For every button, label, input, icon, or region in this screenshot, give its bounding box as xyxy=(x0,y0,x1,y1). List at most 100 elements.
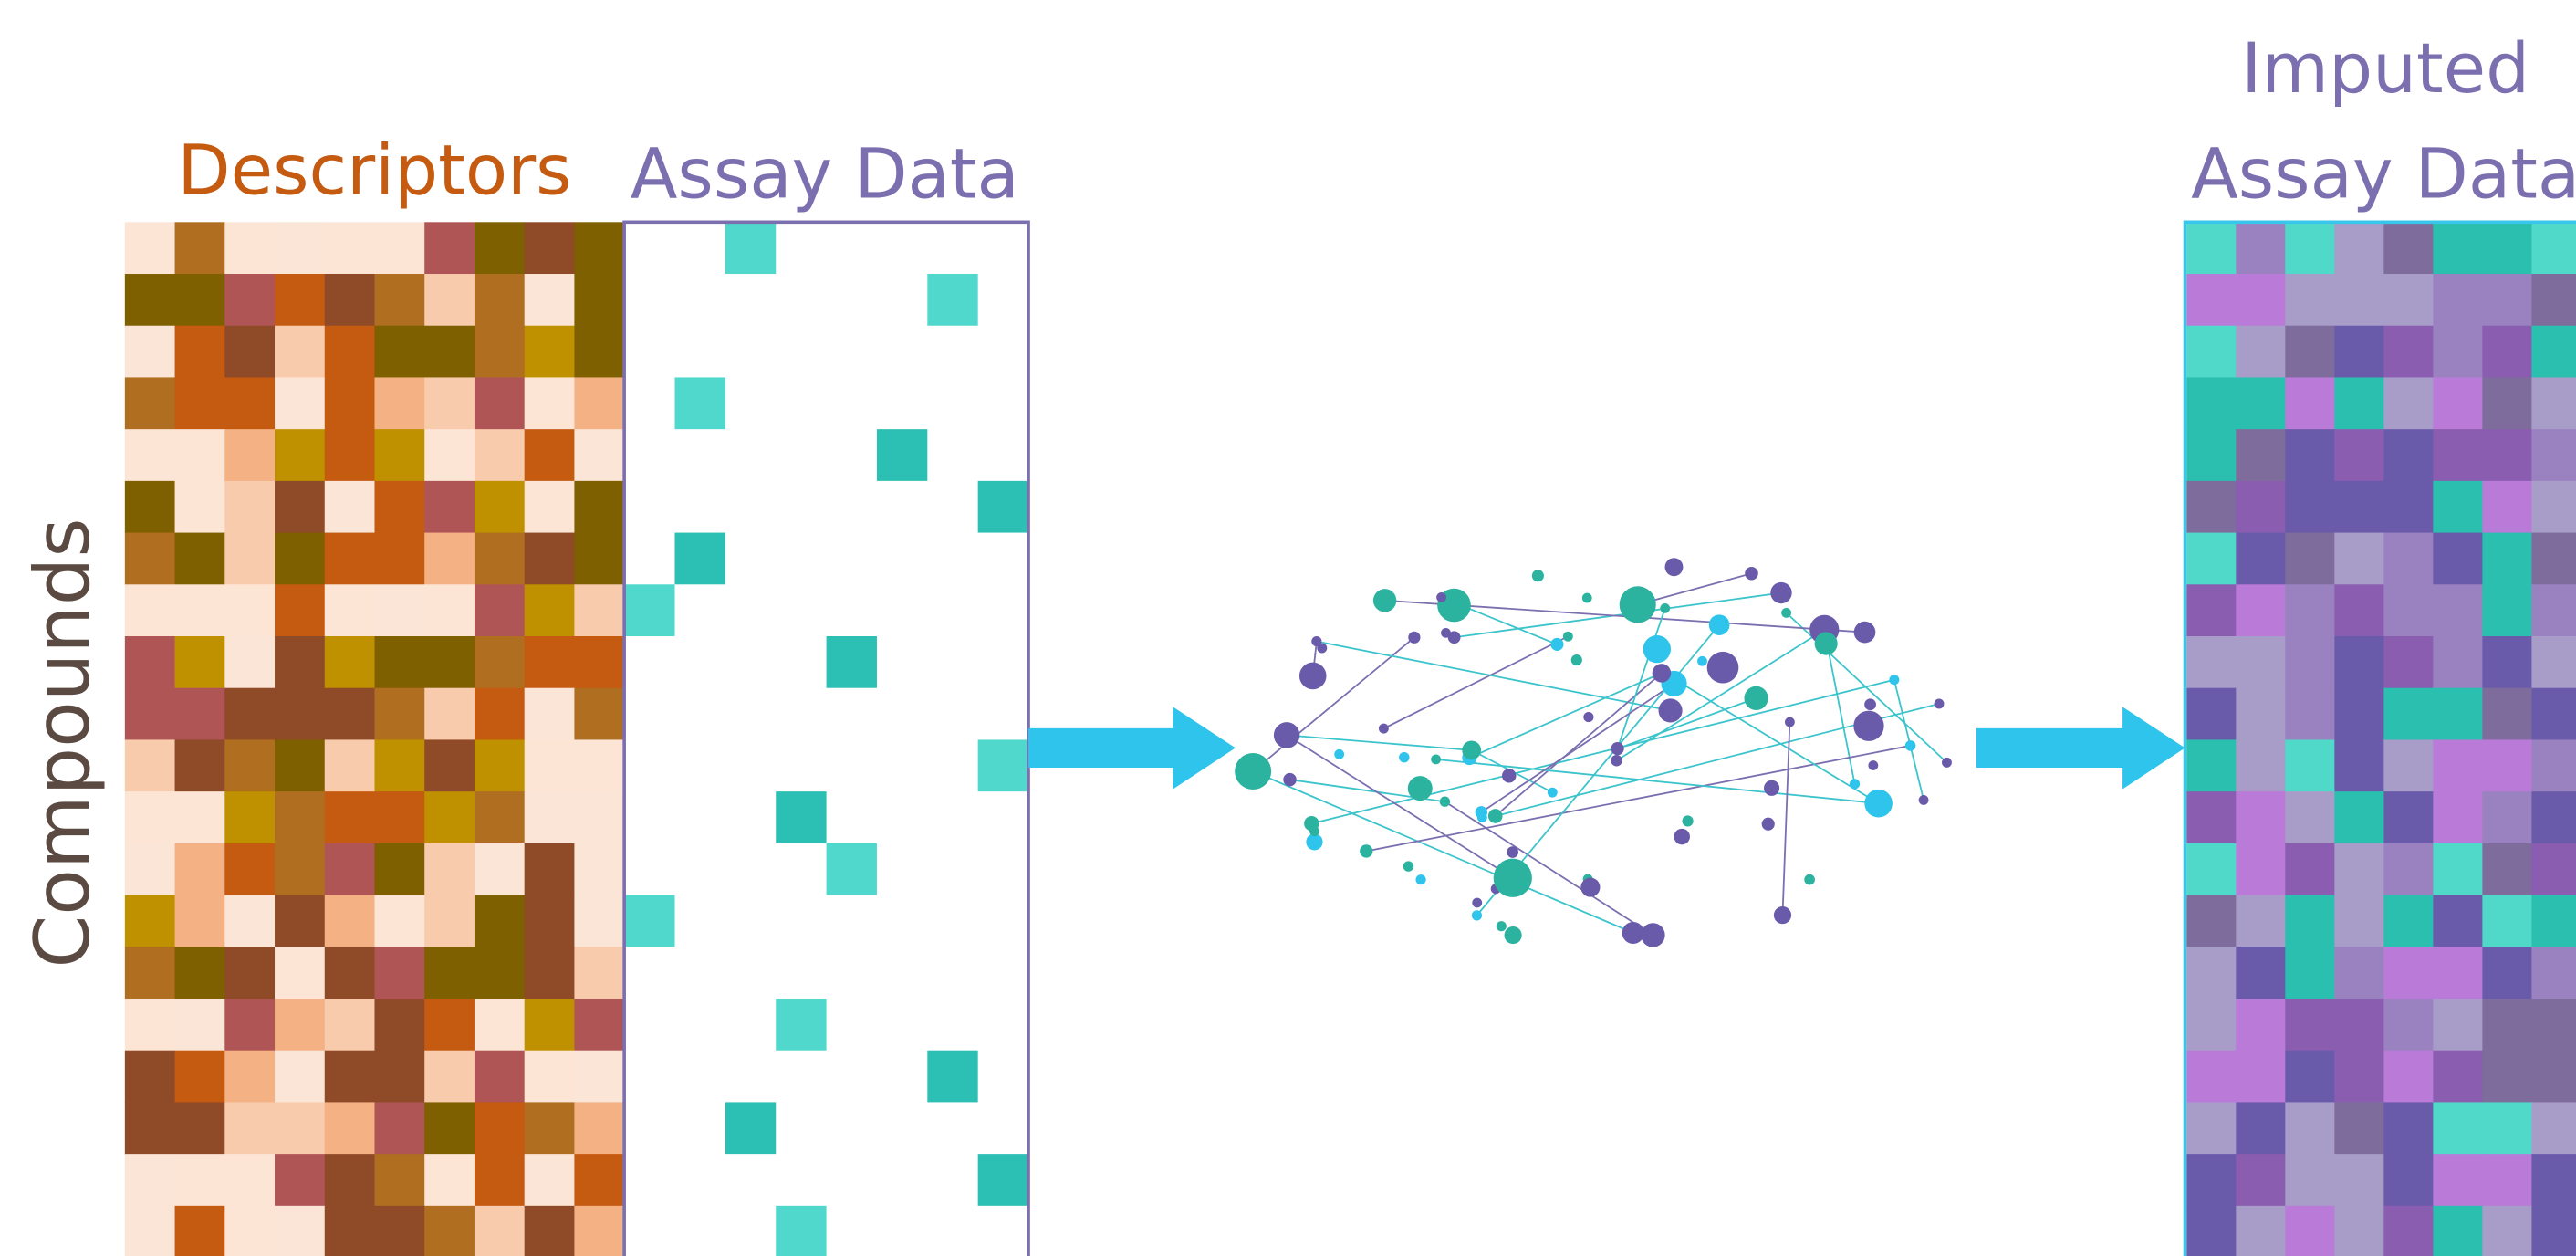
node xyxy=(1360,844,1373,858)
descriptor-cell xyxy=(224,1102,276,1155)
imputed-cell xyxy=(2236,998,2286,1052)
imputed-cell xyxy=(2531,274,2576,327)
imputed-cell xyxy=(2383,1102,2434,1155)
descriptor-cell xyxy=(424,584,475,637)
descriptor-cell xyxy=(474,739,526,792)
descriptor-cell xyxy=(174,1102,225,1155)
descriptor-cell xyxy=(124,429,176,482)
descriptor-cell xyxy=(324,947,376,1000)
descriptor-cell xyxy=(124,998,176,1052)
imputed-cell xyxy=(2186,947,2237,1000)
imputed-cell xyxy=(2433,739,2483,792)
imputed-cell xyxy=(2383,377,2434,430)
node xyxy=(1436,591,1447,602)
descriptor-cell xyxy=(524,636,575,689)
descriptor-cell xyxy=(474,1205,526,1256)
descriptor-cell xyxy=(224,584,276,637)
imputed-cell xyxy=(2531,998,2576,1052)
imputed-cell xyxy=(2433,480,2483,534)
descriptor-cell xyxy=(124,1154,176,1207)
imputed-cell xyxy=(2383,1050,2434,1103)
imputed-cell xyxy=(2236,791,2286,844)
node xyxy=(1849,779,1861,790)
imputed-cell xyxy=(2433,947,2483,1000)
imputed-cell xyxy=(2383,532,2434,585)
imputed-cell xyxy=(2285,532,2335,585)
node xyxy=(1311,636,1322,647)
imputed-cell xyxy=(2285,325,2335,378)
imputed-cell xyxy=(2334,222,2384,275)
imputed-cell xyxy=(2236,843,2286,896)
assay-cell xyxy=(725,222,777,275)
descriptor-cell xyxy=(275,274,326,327)
node xyxy=(1415,874,1426,885)
descriptor-cell xyxy=(374,480,425,534)
descriptor-cell xyxy=(275,1205,326,1256)
descriptor-cell xyxy=(224,325,276,378)
imputed-cell xyxy=(2482,1205,2532,1256)
node xyxy=(1784,717,1795,727)
descriptor-cell xyxy=(124,377,176,430)
node xyxy=(1918,795,1929,805)
descriptor-cell xyxy=(124,636,176,689)
descriptor-cell xyxy=(474,791,526,844)
assay-cell xyxy=(927,274,978,326)
imputed-cell xyxy=(2383,843,2434,896)
compounds-label: Compounds xyxy=(18,518,107,968)
assay-cell xyxy=(977,1154,1029,1206)
imputed-cell xyxy=(2531,429,2576,482)
descriptor-cell xyxy=(374,791,425,844)
assay-cell xyxy=(674,377,725,430)
imputed-cell xyxy=(2531,1154,2576,1207)
descriptor-cell xyxy=(474,222,526,275)
descriptor-cell xyxy=(174,791,225,844)
descriptor-cell xyxy=(275,532,326,585)
descriptor-cell xyxy=(224,274,276,327)
imputed-cell xyxy=(2334,947,2384,1000)
imputed-cell xyxy=(2383,1205,2434,1256)
descriptor-cell xyxy=(574,739,625,792)
imputed-cell xyxy=(2531,377,2576,430)
imputed-cell xyxy=(2482,377,2532,430)
descriptor-cell xyxy=(275,687,326,740)
imputed-cell xyxy=(2285,1050,2335,1103)
imputed-cell xyxy=(2186,843,2237,896)
imputed-cell xyxy=(2482,947,2532,1000)
imputed-cell xyxy=(2334,480,2384,534)
imputed-cell xyxy=(2334,843,2384,896)
imputed-cell xyxy=(2482,791,2532,844)
descriptor-cell xyxy=(174,998,225,1052)
descriptor-cell xyxy=(324,791,376,844)
imputed-cell xyxy=(2236,429,2286,482)
descriptor-cell xyxy=(224,739,276,792)
descriptor-cell xyxy=(124,895,176,947)
imputed-cell xyxy=(2285,895,2335,947)
descriptor-cell xyxy=(324,895,376,947)
imputed-cell xyxy=(2186,274,2237,327)
imputed-cell xyxy=(2482,274,2532,327)
node xyxy=(1472,897,1483,908)
edge xyxy=(1616,629,1825,761)
edge xyxy=(1252,636,1415,772)
assay-cell xyxy=(624,584,675,637)
descriptor-cell xyxy=(324,998,376,1052)
descriptor-cell xyxy=(124,791,176,844)
descriptor-cell xyxy=(574,636,625,689)
node xyxy=(1507,846,1518,858)
imputed-cell xyxy=(2531,636,2576,689)
descriptor-cell xyxy=(474,429,526,482)
imputed-label: Imputed xyxy=(2241,28,2529,109)
descriptor-cell xyxy=(474,1102,526,1155)
descriptor-cell xyxy=(474,325,526,378)
edge xyxy=(1286,734,1514,879)
node xyxy=(1471,910,1483,921)
node xyxy=(1814,632,1838,655)
node xyxy=(1889,675,1900,686)
descriptor-cell xyxy=(224,222,276,275)
node xyxy=(1447,631,1461,644)
descriptor-cell xyxy=(324,1205,376,1256)
descriptor-cell xyxy=(574,1154,625,1207)
imputed-cell xyxy=(2531,222,2576,275)
descriptor-cell xyxy=(424,1205,475,1256)
